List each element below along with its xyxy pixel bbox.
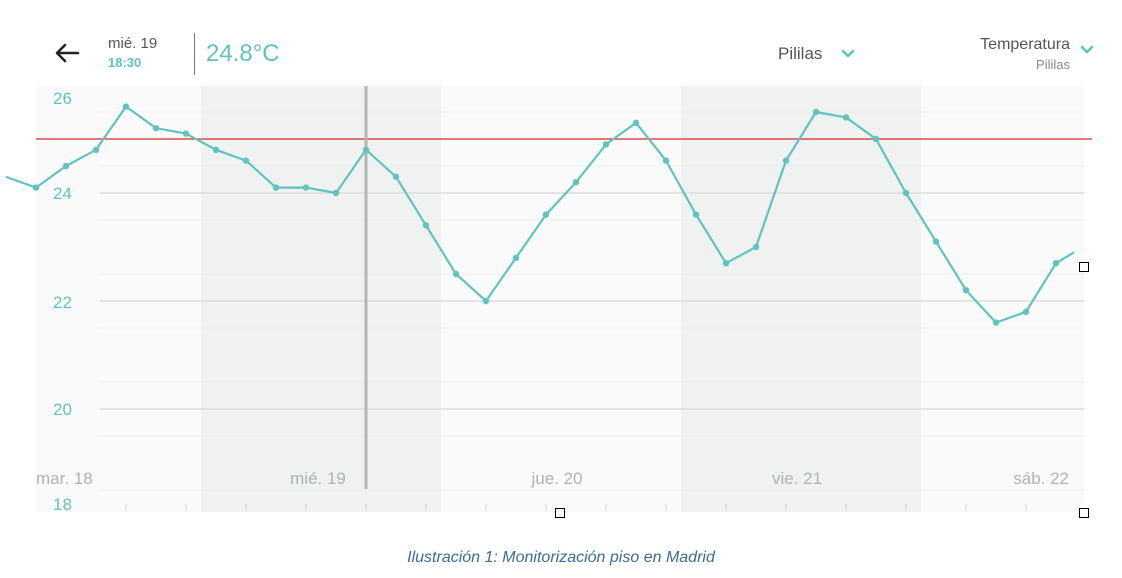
data-point: [542, 211, 550, 218]
data-point: [482, 297, 490, 305]
data-point: [632, 119, 640, 127]
y-tick-label: 18: [53, 495, 72, 514]
data-point: [602, 141, 610, 148]
header-divider: [194, 33, 195, 75]
x-day-label: vie. 21: [772, 469, 822, 488]
data-point: [422, 222, 430, 229]
back-button[interactable]: [52, 38, 82, 68]
metric-sublabel: Pililas: [1036, 57, 1070, 72]
data-point: [332, 189, 340, 197]
day-band: [681, 86, 921, 512]
data-point: [272, 184, 280, 191]
data-point: [992, 319, 1000, 326]
data-point: [1022, 308, 1030, 315]
data-point: [662, 157, 670, 164]
x-day-label: mié. 19: [290, 469, 346, 488]
data-point: [362, 146, 370, 153]
x-day-label: sáb. 22: [1013, 469, 1069, 488]
data-point: [902, 189, 910, 197]
data-point: [1052, 260, 1060, 267]
chevron-down-icon: [1080, 42, 1094, 60]
y-tick-label: 24: [53, 184, 72, 203]
location-label: Pililas: [778, 44, 823, 63]
app-header: mié. 19 18:30 24.8°C Pililas Temperatura…: [0, 0, 1122, 86]
chevron-down-icon: [841, 44, 855, 63]
data-point: [92, 146, 100, 153]
marker-square: [1079, 262, 1089, 272]
figure-caption: Ilustración 1: Monitorización piso en Ma…: [407, 549, 715, 566]
data-point: [812, 108, 820, 116]
data-point: [962, 287, 970, 294]
data-point: [872, 135, 880, 143]
data-point: [692, 211, 700, 218]
data-point: [572, 179, 580, 186]
data-point: [512, 254, 520, 261]
data-point: [842, 114, 850, 121]
day-band: [201, 86, 441, 512]
data-point: [932, 238, 940, 245]
arrow-left-icon: [55, 43, 80, 63]
y-tick-label: 22: [53, 293, 72, 312]
marker-square: [555, 508, 565, 518]
data-point: [722, 260, 730, 267]
data-point: [242, 157, 250, 164]
data-point: [452, 270, 460, 278]
y-tick-label: 20: [53, 400, 72, 419]
data-point: [782, 157, 790, 164]
metric-label: Temperatura: [980, 36, 1070, 53]
marker-square: [1079, 508, 1089, 518]
y-tick-label: 26: [53, 89, 72, 108]
data-point: [122, 103, 130, 110]
data-point: [212, 146, 220, 153]
metric-dropdown[interactable]: Temperatura Pililas: [980, 36, 1094, 72]
data-point: [182, 130, 190, 137]
x-day-label: mar. 18: [36, 469, 93, 488]
chart-background: [36, 86, 1084, 512]
selected-date: mié. 19: [108, 35, 158, 52]
selected-time: 18:30: [108, 55, 142, 70]
location-dropdown[interactable]: Pililas: [778, 44, 855, 64]
data-point: [752, 243, 760, 251]
data-point: [152, 125, 160, 132]
data-point: [302, 184, 310, 191]
x-day-label: jue. 20: [530, 469, 582, 488]
data-point: [392, 173, 400, 180]
data-point: [62, 162, 70, 170]
current-temperature: 24.8°C: [206, 40, 280, 67]
data-point: [32, 184, 40, 191]
